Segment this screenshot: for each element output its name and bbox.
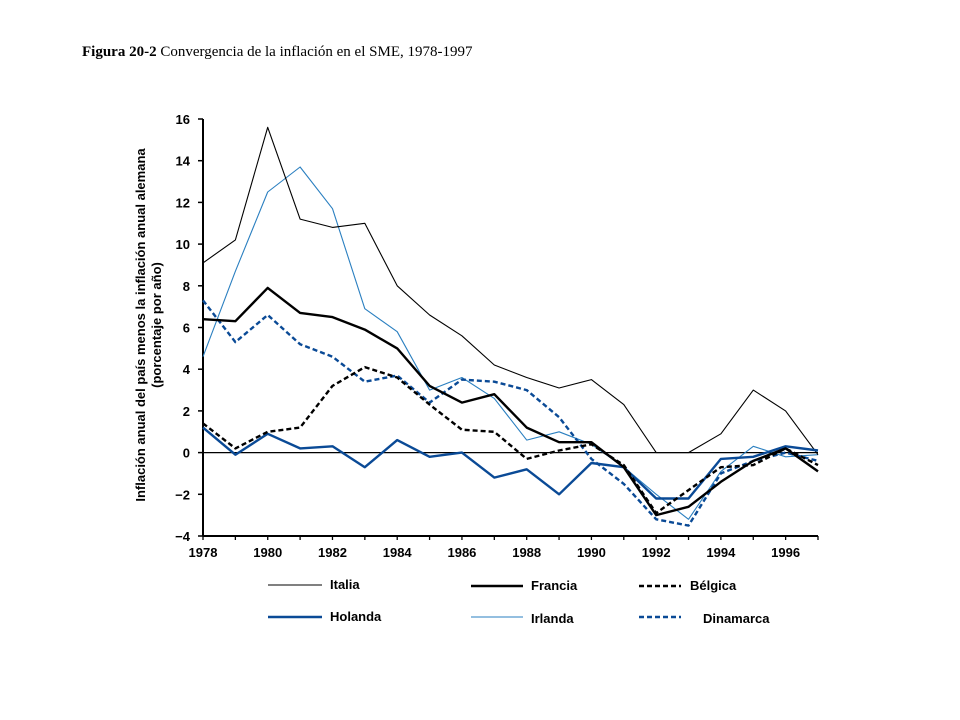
legend-label-italia: Italia — [330, 577, 360, 592]
x-tick-label: 1994 — [706, 545, 736, 560]
y-tick-label: −4 — [175, 529, 191, 544]
figure-title: Convergencia de la inflación en el SME, … — [160, 44, 473, 60]
x-tick-label: 1978 — [189, 545, 218, 560]
series-line-italia — [202, 126, 819, 456]
series-line-blgica — [202, 365, 819, 515]
legend-label-holanda: Holanda — [330, 609, 382, 624]
y-tick-label: 8 — [183, 279, 190, 294]
series-line-holanda — [202, 426, 819, 500]
y-axis-unit-label: (porcentaje por año) — [149, 262, 164, 388]
legend-label-dinamarca: Dinamarca — [703, 611, 770, 626]
series-line-irlanda — [202, 166, 819, 520]
figure-caption: Figura 20-2 Convergencia de la inflación… — [82, 44, 472, 61]
y-axis-label: Inflación anual del país menos la inflac… — [133, 148, 148, 502]
x-tick-label: 1990 — [577, 545, 606, 560]
y-tick-label: 12 — [176, 195, 190, 210]
y-tick-label: 0 — [183, 446, 190, 461]
y-tick-label: 6 — [183, 321, 190, 336]
x-tick-label: 1996 — [771, 545, 800, 560]
y-tick-label: 2 — [183, 404, 190, 419]
x-tick-label: 1988 — [512, 545, 541, 560]
x-tick-label: 1986 — [447, 545, 476, 560]
x-tick-label: 1984 — [383, 545, 413, 560]
x-tick-label: 1992 — [642, 545, 671, 560]
chart-series — [202, 126, 819, 527]
y-tick-label: 16 — [176, 112, 190, 127]
x-tick-label: 1980 — [253, 545, 282, 560]
y-tick-label: 4 — [183, 362, 191, 377]
figure-number: Figura 20-2 — [82, 44, 157, 60]
legend-label-irlanda: Irlanda — [531, 611, 574, 626]
x-tick-label: 1982 — [318, 545, 347, 560]
y-tick-label: 10 — [176, 237, 190, 252]
y-tick-label: 14 — [176, 154, 191, 169]
legend: Italia Francia Bélgica Holanda Irlanda Dinama… — [268, 577, 770, 626]
series-line-dinamarca — [202, 299, 819, 527]
series-line-francia — [202, 286, 819, 517]
legend-label-francia: Francia — [531, 578, 578, 593]
y-tick-label: −2 — [175, 487, 190, 502]
legend-label-blgica: Bélgica — [690, 578, 737, 593]
